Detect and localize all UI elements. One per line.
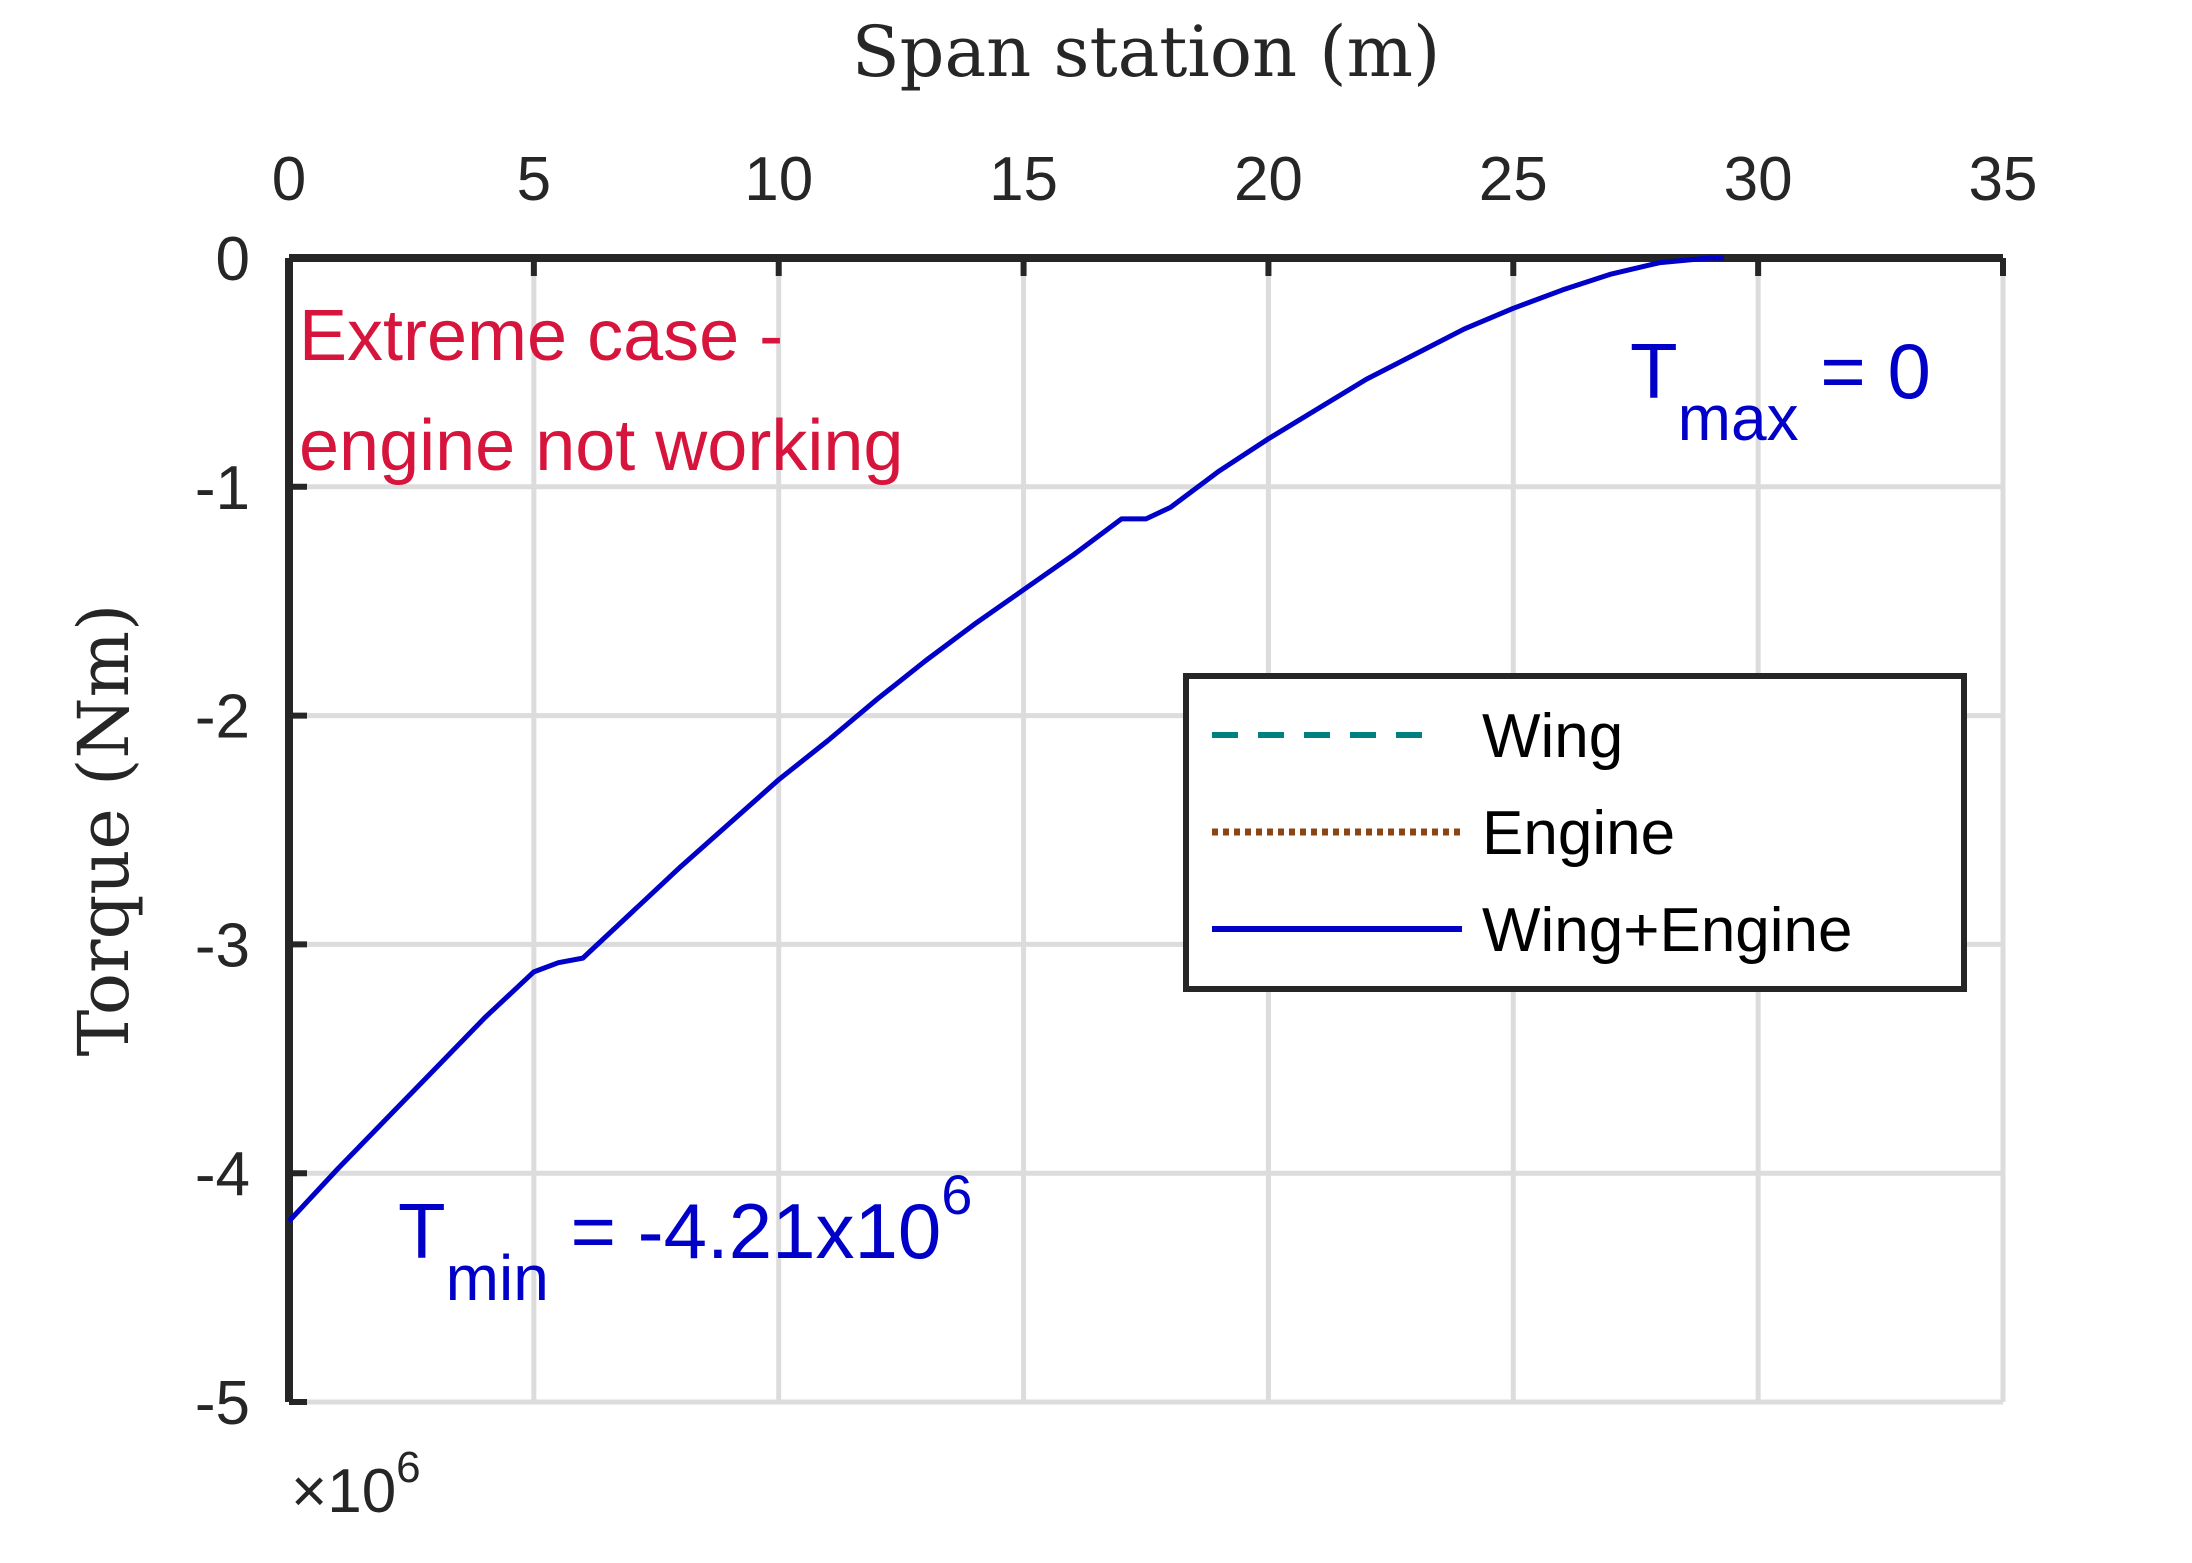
y-tick-label: 0 (216, 225, 250, 294)
y-ticks: 0 -1 -2 -3 -4 -5 (195, 225, 307, 1438)
x-ticks: 0 5 10 15 20 25 30 35 (272, 145, 2038, 276)
y-axis-title: Torque (Nm) (63, 604, 145, 1057)
y-multiplier-prefix: ×10 (291, 1457, 396, 1526)
y-tick-label: -4 (195, 1140, 250, 1209)
tmax-base: T (1630, 327, 1678, 415)
y-tick-label: -5 (195, 1369, 250, 1438)
series-group (287, 255, 1724, 1223)
y-tick-label: -1 (195, 454, 250, 523)
tmax-sub: max (1678, 382, 1799, 454)
x-tick-label: 0 (272, 145, 306, 214)
x-axis-title: Span station (m) (852, 11, 1441, 93)
tmin-annotation: Tmin = -4.21x106 (398, 1163, 972, 1314)
legend-label-wing-engine: Wing+Engine (1482, 896, 1853, 965)
tmin-base: T (398, 1187, 446, 1275)
tmax-annotation: Tmax = 0 (1630, 327, 1931, 454)
x-tick-label: 10 (744, 145, 813, 214)
y-tick-label: -3 (195, 911, 250, 980)
x-tick-label: 25 (1479, 145, 1548, 214)
tmin-sub: min (446, 1242, 549, 1314)
tmax-rest: = 0 (1799, 327, 1931, 415)
tmin-sup: 6 (941, 1163, 972, 1226)
x-tick-label: 15 (989, 145, 1058, 214)
y-tick-label: -2 (195, 683, 250, 752)
x-tick-label: 5 (517, 145, 551, 214)
legend-label-wing: Wing (1482, 702, 1623, 771)
legend-label-engine: Engine (1482, 799, 1675, 868)
series-line-wing-engine (287, 255, 1724, 1223)
y-multiplier: ×106 (291, 1443, 421, 1526)
y-multiplier-exponent: 6 (396, 1443, 420, 1492)
case-annotation-line1: Extreme case - (299, 296, 783, 376)
x-tick-label: 35 (1969, 145, 2038, 214)
legend: Wing Engine Wing+Engine (1183, 673, 1967, 992)
tmin-rest: = -4.21x10 (549, 1187, 941, 1275)
x-tick-label: 20 (1234, 145, 1303, 214)
x-tick-label: 30 (1724, 145, 1793, 214)
case-annotation-line2: engine not working (299, 406, 903, 486)
